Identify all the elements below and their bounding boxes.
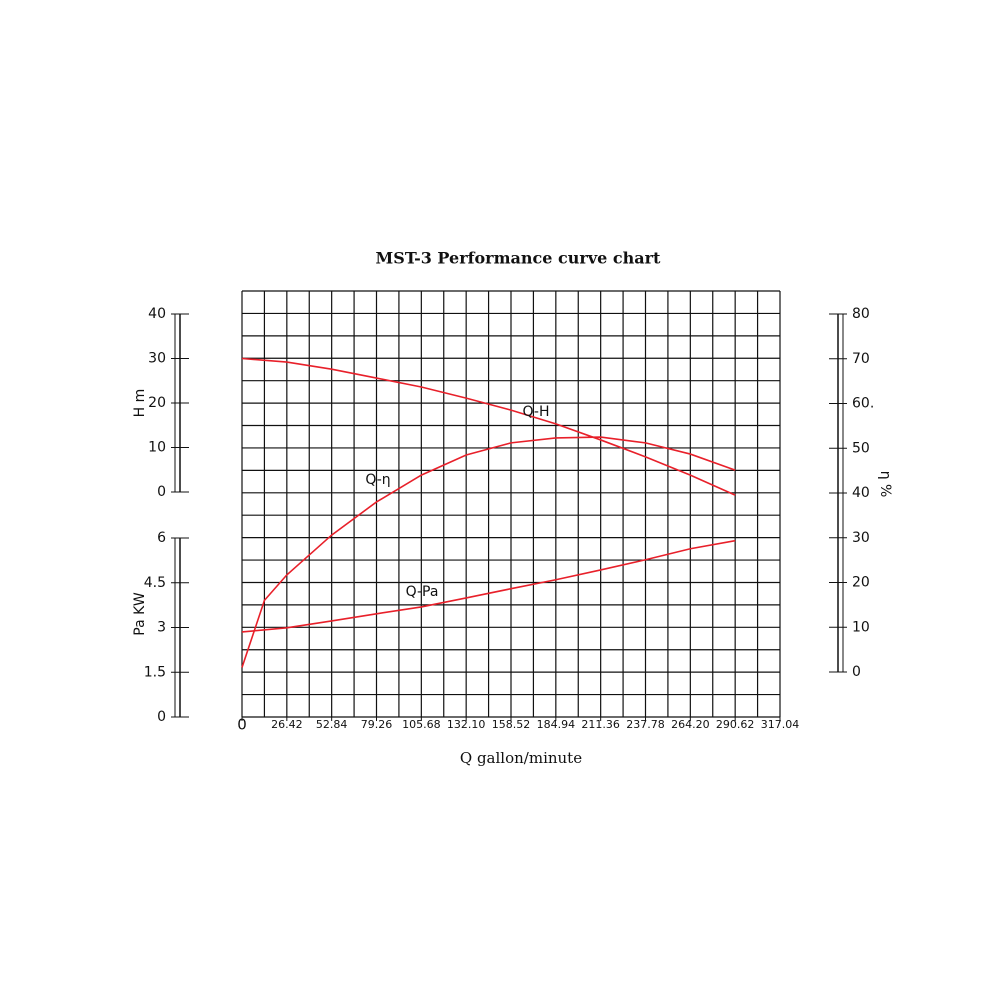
y2-tick-label: 60. — [852, 396, 874, 412]
y-tick-label: 30 — [148, 351, 166, 367]
y2-tick-label: 80 — [852, 306, 870, 322]
y2-tick-label: 30 — [852, 530, 870, 546]
x-tick-label: 264.20 — [671, 718, 710, 731]
y-tick-label: 10 — [148, 440, 166, 456]
x-tick-label: 211.36 — [581, 718, 620, 731]
curve-label: Q-H — [523, 404, 550, 420]
x-axis-label: Q gallon/minute — [460, 749, 582, 767]
chart-title: MST-3 Performance curve chart — [376, 249, 662, 268]
x-tick-label: 26.42 — [271, 718, 303, 731]
x-tick-label: 79.26 — [361, 718, 393, 731]
x-tick-label: 237.78 — [626, 718, 665, 731]
x-tick-label: 290.62 — [716, 718, 755, 731]
y3-tick-label: 3 — [157, 620, 166, 636]
curve-label: Q-η — [365, 472, 390, 488]
curve — [241, 436, 736, 668]
y3-tick-label: 6 — [157, 530, 166, 546]
x-tick-label: 0 — [237, 716, 247, 734]
curve — [241, 539, 736, 633]
curve-label: Q-Pa — [406, 584, 439, 600]
x-tick-label: 105.68 — [402, 718, 441, 731]
y2-tick-label: 10 — [852, 619, 870, 635]
y2-tick-label: 40 — [852, 485, 870, 501]
curve — [241, 357, 736, 496]
y3-tick-label: 4.5 — [144, 575, 166, 591]
y3-axis-label: Pa KW — [132, 592, 148, 636]
x-tick-label: 52.84 — [316, 718, 348, 731]
y-tick-label: 20 — [148, 395, 166, 411]
y2-tick-label: 70 — [852, 351, 870, 367]
y2-tick-label: 0 — [852, 664, 861, 680]
y2-tick-label: 20 — [852, 575, 870, 591]
y-tick-label: 0 — [157, 484, 166, 500]
x-tick-label: 132.10 — [447, 718, 486, 731]
y-tick-label: 40 — [148, 306, 166, 322]
y2-axis-label: η % — [877, 471, 893, 498]
y3-tick-label: 1.5 — [144, 664, 166, 680]
x-tick-label: 317.04 — [761, 718, 800, 731]
y-axis-label: H m — [132, 389, 148, 418]
y3-tick-label: 0 — [157, 709, 166, 725]
y2-tick-label: 50 — [852, 440, 870, 456]
x-tick-label: 158.52 — [492, 718, 531, 731]
x-tick-label: 184.94 — [537, 718, 576, 731]
